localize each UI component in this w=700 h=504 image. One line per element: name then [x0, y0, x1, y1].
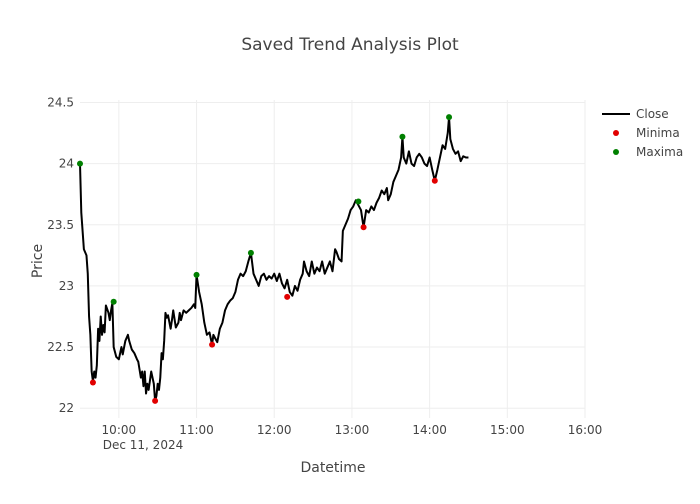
- legend-swatch-marker: [613, 130, 619, 136]
- x-axis-ticks: 10:00 11:00 12:00 13:00 14:00 15:00 16:00: [102, 423, 603, 437]
- y-axis-title: Price: [30, 244, 46, 278]
- y-tick-label: 22.5: [47, 340, 74, 354]
- plot-area: [77, 114, 469, 404]
- y-tick-label: 24: [59, 157, 74, 171]
- minima-marker: [284, 293, 291, 300]
- minima-marker: [89, 379, 96, 386]
- x-tick-label: 11:00: [179, 423, 214, 437]
- legend[interactable]: Close Minima Maxima: [602, 107, 683, 159]
- legend-label: Maxima: [636, 145, 683, 159]
- maxima-marker: [110, 298, 117, 305]
- y-tick-label: 24.5: [47, 95, 74, 109]
- legend-item-close[interactable]: Close: [602, 107, 669, 121]
- x-tick-label: 13:00: [335, 423, 370, 437]
- x-tick-label: 16:00: [568, 423, 603, 437]
- x-tick-label: 12:00: [257, 423, 292, 437]
- legend-swatch-marker: [613, 149, 619, 155]
- maxima-marker: [355, 198, 362, 205]
- chart-title: Saved Trend Analysis Plot: [241, 35, 459, 55]
- minima-marker: [209, 341, 216, 348]
- minima-marker: [360, 224, 367, 231]
- maxima-marker: [446, 114, 453, 121]
- maxima-marker: [77, 160, 83, 167]
- minima-marker: [152, 397, 159, 404]
- legend-item-maxima[interactable]: Maxima: [613, 145, 683, 159]
- legend-item-minima[interactable]: Minima: [613, 126, 680, 140]
- y-tick-label: 22: [59, 401, 74, 415]
- x-axis-date-label: Dec 11, 2024: [103, 438, 183, 452]
- y-tick-label: 23.5: [47, 218, 74, 232]
- legend-label: Minima: [636, 126, 680, 140]
- x-axis-title: Datetime: [300, 460, 365, 476]
- maxima-marker: [247, 249, 254, 256]
- x-tick-label: 14:00: [412, 423, 447, 437]
- maxima-marker: [193, 271, 200, 278]
- minima-marker: [431, 177, 438, 184]
- x-tick-label: 10:00: [102, 423, 137, 437]
- maxima-marker: [399, 133, 406, 140]
- y-tick-label: 23: [59, 279, 74, 293]
- x-tick-label: 15:00: [490, 423, 525, 437]
- grid-lines: [80, 100, 586, 418]
- y-axis-ticks: 22 22.5 23 23.5 24 24.5: [47, 95, 74, 415]
- legend-label: Close: [636, 107, 669, 121]
